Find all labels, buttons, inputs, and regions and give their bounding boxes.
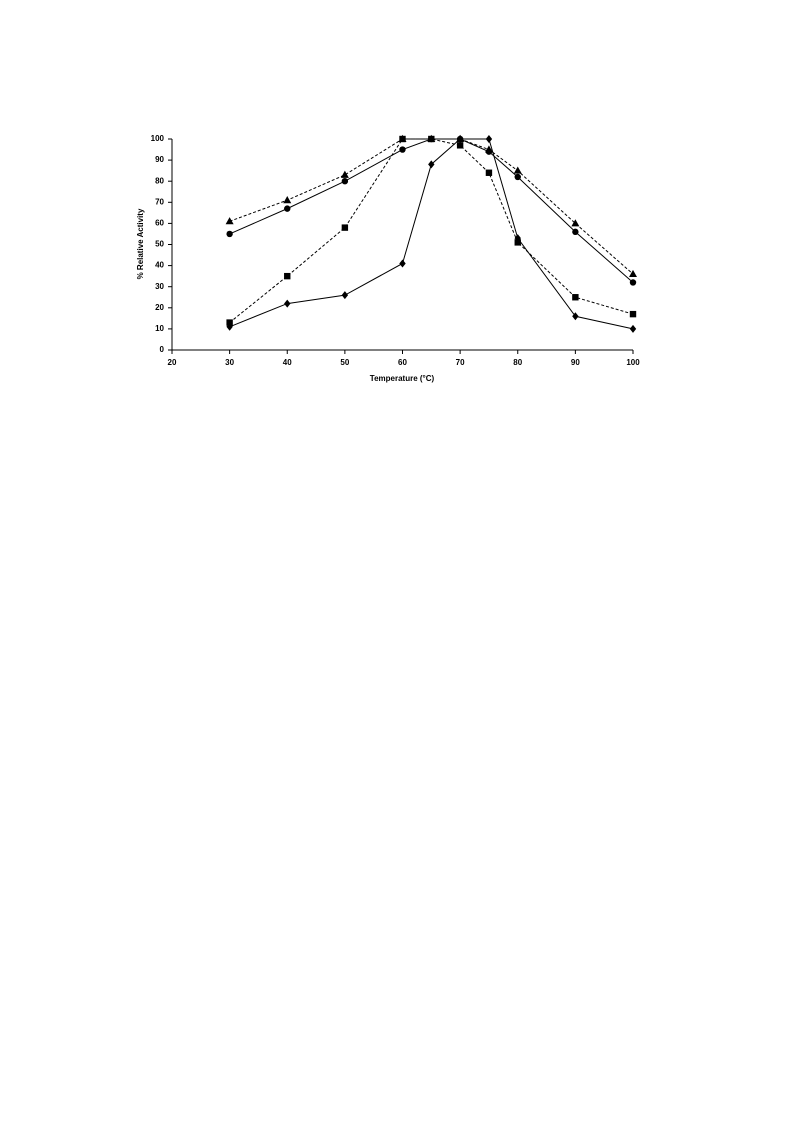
marker: [485, 135, 493, 143]
marker: [226, 322, 233, 331]
marker: [340, 170, 349, 178]
marker: [399, 146, 406, 153]
marker: [226, 230, 233, 238]
marker: [572, 312, 579, 321]
y-axis-label: % Relative Activity: [136, 208, 145, 279]
marker: [514, 239, 521, 246]
marker: [399, 259, 406, 268]
x-tick-label: 60: [398, 358, 407, 367]
y-tick-label: 20: [155, 303, 164, 312]
x-tick-label: 50: [340, 358, 349, 367]
x-tick-label: 70: [456, 358, 465, 367]
marker: [514, 173, 521, 181]
marker: [629, 324, 637, 333]
y-tick-label: 30: [155, 282, 164, 291]
series-line: [229, 138, 634, 283]
series-line: [229, 138, 634, 330]
x-tick-label: 90: [571, 358, 580, 367]
x-tick-label: 80: [513, 358, 522, 367]
y-tick-label: 100: [151, 134, 165, 143]
y-tick-label: 10: [155, 324, 164, 333]
series-line: [229, 138, 634, 275]
x-tick-label: 40: [283, 358, 292, 367]
marker: [341, 291, 349, 300]
marker: [629, 279, 637, 286]
marker: [283, 195, 292, 204]
marker: [514, 234, 521, 243]
marker: [284, 299, 291, 308]
y-tick-label: 70: [155, 197, 164, 206]
marker: [572, 228, 579, 236]
y-tick-label: 0: [160, 345, 165, 354]
marker: [399, 135, 406, 143]
series-line: [229, 138, 634, 323]
marker: [513, 166, 522, 174]
y-tick-label: 40: [155, 261, 164, 270]
marker: [571, 219, 580, 227]
x-axis-label: Temperature (°C): [370, 374, 435, 383]
marker: [428, 135, 435, 143]
marker: [572, 294, 579, 301]
marker: [284, 205, 291, 212]
marker: [456, 135, 464, 143]
marker: [225, 217, 234, 225]
marker: [456, 142, 464, 149]
marker: [284, 272, 291, 280]
marker: [226, 319, 233, 326]
marker: [341, 178, 349, 185]
marker: [485, 148, 493, 155]
marker: [341, 224, 349, 231]
x-tick-label: 30: [225, 358, 234, 367]
y-tick-label: 80: [155, 176, 164, 185]
y-tick-label: 60: [155, 219, 164, 228]
x-tick-label: 100: [626, 358, 640, 367]
marker: [629, 269, 637, 278]
y-tick-label: 50: [155, 240, 164, 249]
marker: [428, 160, 435, 169]
y-tick-label: 90: [155, 155, 164, 164]
marker: [485, 169, 493, 176]
marker: [629, 310, 637, 318]
x-tick-label: 20: [168, 358, 177, 367]
